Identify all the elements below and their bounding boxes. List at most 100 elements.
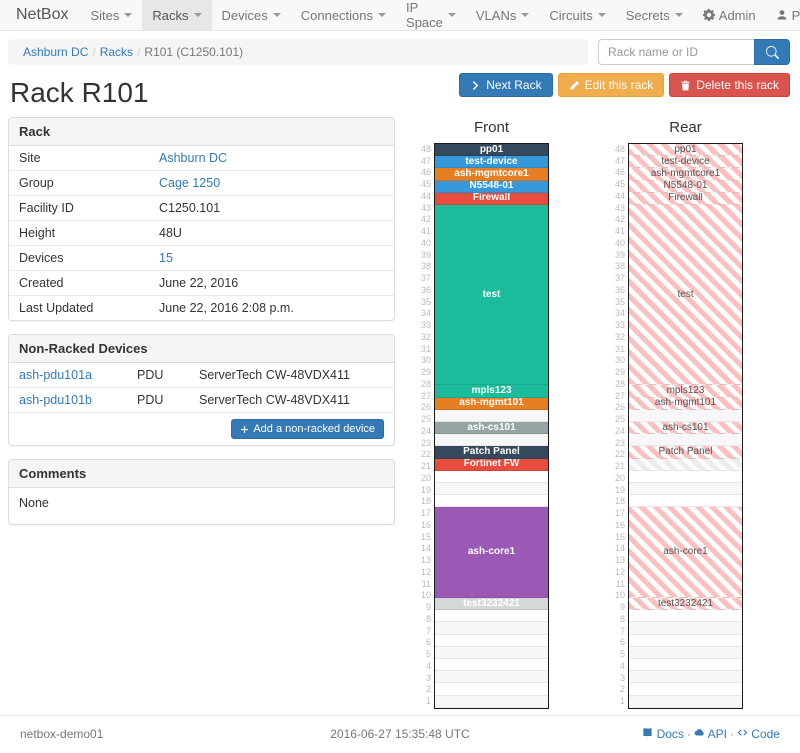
chevron-down-icon: [674, 13, 683, 17]
unit-number: 9: [425, 602, 431, 613]
nav-item-racks[interactable]: Racks: [142, 0, 212, 30]
unit-number: 19: [420, 484, 431, 495]
unit-number: 40: [420, 237, 431, 248]
unit-number: 30: [614, 355, 625, 366]
rear-elevation: Rear 48 47 46 45 44 43 42 41 40 39 38 37 36 35 34 33 32 3…: [611, 117, 743, 709]
rack-device-fortinet-fw[interactable]: [629, 458, 742, 471]
unit-number: 43: [420, 202, 431, 213]
nav-item-label: VLANs: [475, 7, 517, 23]
rack-unit-empty: [629, 622, 742, 635]
chevron-down-icon: [447, 13, 456, 17]
nav-item-sites[interactable]: Sites: [80, 0, 142, 30]
rack-device-ash-cs101[interactable]: ash-cs101: [629, 421, 742, 435]
rack-device-n5548-01[interactable]: N5548-01: [629, 180, 742, 193]
footer-link-api[interactable]: API: [694, 727, 727, 741]
rack-device-test[interactable]: test: [629, 205, 742, 386]
rack-device-firewall[interactable]: Firewall: [629, 192, 742, 206]
rack-device-ash-mgmt101[interactable]: ash-mgmt101: [435, 397, 548, 410]
delete-this-rack-button[interactable]: Delete this rack: [669, 73, 790, 97]
non-racked-panel-title: Non-Racked Devices: [9, 335, 394, 363]
nav-item-admin[interactable]: Admin: [693, 0, 766, 30]
nav-item-label: Admin: [718, 7, 756, 23]
nav-item-label: Profile: [791, 7, 800, 23]
nav-item-connections[interactable]: Connections: [291, 0, 396, 30]
nav-item-secrets[interactable]: Secrets: [616, 0, 693, 30]
rack-device-firewall[interactable]: Firewall: [435, 192, 548, 206]
brand[interactable]: NetBox: [16, 6, 69, 23]
chevron-down-icon: [193, 13, 202, 17]
rack-device-patch-panel[interactable]: Patch Panel: [435, 446, 548, 459]
rack-unit-empty: [629, 409, 742, 422]
rack-device-patch-panel[interactable]: Patch Panel: [629, 446, 742, 459]
rack-device-test-device[interactable]: test-device: [435, 156, 548, 169]
page-title: Rack R101: [10, 77, 149, 108]
unit-number: 10: [614, 590, 625, 601]
attr-value-link[interactable]: Cage 1250: [159, 176, 221, 190]
rack-device-ash-mgmtcore1[interactable]: ash-mgmtcore1: [629, 168, 742, 181]
nav-item-ip-space[interactable]: IP Space: [396, 0, 466, 30]
pencil-icon: [569, 80, 580, 91]
breadcrumb-item[interactable]: Racks: [99, 45, 134, 59]
rack-device-ash-mgmtcore1[interactable]: ash-mgmtcore1: [435, 168, 548, 181]
nav-item-circuits[interactable]: Circuits: [539, 0, 615, 30]
nav-item-vlans[interactable]: VLANs: [466, 0, 539, 30]
nav-item-profile[interactable]: Profile: [766, 0, 800, 30]
unit-number: 46: [614, 167, 625, 178]
rack-panel-title: Rack: [9, 118, 394, 146]
next-rack-button[interactable]: Next Rack: [459, 73, 553, 97]
footer-link-docs[interactable]: Docs: [642, 727, 684, 741]
rack-device-test-device[interactable]: test-device: [629, 156, 742, 169]
unit-number: 25: [614, 414, 625, 425]
comments-panel-title: Comments: [9, 460, 394, 488]
unit-number: 28: [614, 378, 625, 389]
attr-label: Devices: [19, 251, 64, 265]
rack-device-pp01[interactable]: pp01: [435, 144, 548, 157]
unit-number: 31: [614, 343, 625, 354]
edit-this-rack-button[interactable]: Edit this rack: [557, 73, 665, 97]
unit-number: 3: [619, 672, 625, 683]
search-input[interactable]: [598, 39, 754, 65]
rack-device-ash-core1[interactable]: ash-core1: [629, 507, 742, 599]
attr-label: Height: [19, 226, 56, 240]
add-non-racked-device-button[interactable]: Add a non-racked device: [231, 419, 384, 439]
rack-device-ash-cs101[interactable]: ash-cs101: [435, 421, 548, 435]
nav-item-label: Secrets: [625, 7, 670, 23]
rack-panel: Rack Site Ashburn DC Group Cage 1250 Facilit…: [8, 117, 395, 321]
unit-number: 1: [619, 696, 625, 707]
rack-device-test[interactable]: test: [435, 205, 548, 386]
front-elevation-title: Front: [473, 119, 509, 136]
chevron-down-icon: [521, 13, 530, 17]
rack-device-mpls123[interactable]: mpls123: [629, 385, 742, 398]
device-name-link[interactable]: ash-pdu101b: [19, 393, 92, 407]
rear-unit-numbers: 48 47 46 45 44 43 42 41 40 39 38 37 36 35 34 33 32 31 30 29…: [611, 143, 625, 707]
rack-device-fortinet-fw[interactable]: Fortinet FW: [435, 458, 548, 471]
rack-unit-empty: [435, 409, 548, 422]
search-icon: [765, 45, 779, 59]
footer-link-code[interactable]: Code: [737, 727, 780, 741]
action-buttons: Next Rack Edit this rack Delete this rack: [459, 73, 790, 97]
rack-device-test3232421[interactable]: test3232421: [629, 598, 742, 611]
footer-link-separator: ·: [686, 727, 691, 741]
unit-number: 3: [425, 672, 431, 683]
breadcrumb-item[interactable]: Ashburn DC: [23, 45, 89, 59]
rack-unit-empty: [629, 671, 742, 684]
rack-device-mpls123[interactable]: mpls123: [435, 385, 548, 398]
unit-number: 34: [614, 308, 625, 319]
attr-value-link[interactable]: 15: [159, 251, 173, 265]
chevron-down-icon: [597, 13, 606, 17]
rack-search: [598, 39, 790, 65]
search-button[interactable]: [754, 39, 790, 65]
attr-value-link[interactable]: Ashburn DC: [159, 151, 228, 165]
rack-device-n5548-01[interactable]: N5548-01: [435, 180, 548, 193]
device-name-link[interactable]: ash-pdu101a: [19, 368, 92, 382]
rack-device-test3232421[interactable]: test3232421: [435, 598, 548, 611]
unit-number: 18: [614, 496, 625, 507]
rack-device-pp01[interactable]: pp01: [629, 144, 742, 157]
nav-item-devices[interactable]: Devices: [212, 0, 291, 30]
unit-number: 29: [420, 367, 431, 378]
unit-number: 11: [421, 578, 431, 589]
rack-device-ash-core1[interactable]: ash-core1: [435, 507, 548, 599]
rack-attr-row: Last Updated June 22, 2016 2:08 p.m.: [9, 296, 394, 320]
rack-device-ash-mgmt101[interactable]: ash-mgmt101: [629, 397, 742, 410]
unit-number: 38: [420, 261, 431, 272]
